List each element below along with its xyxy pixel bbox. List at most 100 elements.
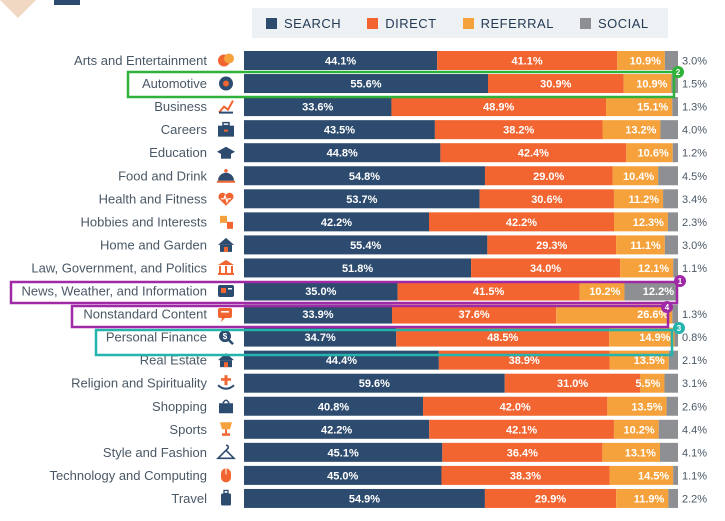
data-label-direct: 41.5% — [473, 286, 504, 298]
bar-segment-direct — [441, 465, 610, 485]
bar-segment-referral — [617, 51, 665, 70]
annotation-box-nonstandard — [70, 304, 670, 329]
data-label-referral: 13.5% — [631, 401, 662, 413]
bar-segment-social — [672, 304, 678, 324]
legend-swatch-social — [579, 17, 591, 29]
category-label: News, Weather, and Information — [22, 284, 207, 299]
bar-segment-search — [244, 51, 438, 70]
data-label-referral: 10.2% — [589, 286, 620, 298]
data-label-social-outside: 4.5% — [682, 171, 707, 183]
data-label-direct: 38.2% — [503, 125, 534, 137]
bar-segment-search — [244, 442, 443, 462]
bar-segment-referral — [609, 327, 675, 347]
bar-segment-referral — [607, 396, 667, 416]
bar-segment-referral — [602, 120, 661, 140]
data-label-referral: 11.2% — [628, 194, 659, 206]
bar-segment-search — [244, 143, 441, 163]
computer-mouse-icon — [221, 468, 231, 483]
bar-segment-referral — [616, 235, 665, 255]
bar-segment-social — [672, 143, 678, 163]
data-label-search: 45.0% — [327, 470, 358, 482]
bar-segment-referral — [613, 212, 668, 232]
bar-segment-direct — [429, 419, 614, 439]
bar-segment-social — [664, 51, 678, 70]
bar-segment-social — [673, 258, 678, 278]
bar-segment-direct — [471, 258, 621, 278]
data-label-search: 53.7% — [346, 194, 377, 206]
bar-segment-direct — [487, 74, 624, 94]
bar-segment-direct — [487, 235, 617, 255]
bar-segment-search — [244, 258, 472, 278]
data-label-social-outside: 1.1% — [682, 263, 707, 275]
annotation-box-personal-finance — [94, 328, 674, 357]
data-label-direct: 37.6% — [458, 309, 489, 321]
annotation-badge-number: 3 — [677, 324, 682, 333]
bar-segment-search — [244, 235, 488, 255]
bar-segment-search — [244, 373, 505, 393]
newspaper-icon — [218, 285, 234, 297]
bar-segment-social — [668, 488, 678, 508]
theater-masks-icon — [218, 53, 234, 67]
data-label-referral: 13.2% — [625, 125, 656, 137]
briefcase-icon — [218, 121, 234, 137]
data-label-search: 51.8% — [342, 263, 373, 275]
courthouse-icon — [218, 259, 234, 275]
category-label: Automotive — [142, 76, 207, 91]
data-label-referral: 11.1% — [630, 240, 661, 252]
bar-segment-search — [244, 189, 480, 209]
bar-segment-social — [666, 396, 678, 416]
data-label-direct: 31.0% — [557, 378, 588, 390]
bar-segment-referral — [613, 419, 659, 439]
bar-segment-social — [663, 189, 678, 209]
bar-segment-direct — [423, 396, 608, 416]
annotation-badge-news — [674, 275, 686, 287]
bar-segment-referral — [640, 373, 665, 393]
data-label-referral: 11.9% — [634, 493, 665, 505]
annotation-badge-personal-finance — [673, 322, 685, 334]
legend-item-direct: DIRECT — [367, 16, 436, 31]
data-label-referral: 10.9% — [630, 56, 661, 68]
data-label-search: 45.1% — [328, 447, 359, 459]
data-label-direct: 30.6% — [531, 194, 562, 206]
data-label-search: 33.6% — [302, 102, 333, 114]
category-label: Sports — [169, 422, 207, 437]
legend-label-direct: DIRECT — [385, 15, 437, 31]
data-label-direct: 29.3% — [536, 240, 567, 252]
data-label-social-outside: 1.2% — [682, 148, 707, 160]
bar-segment-social — [674, 327, 678, 347]
data-label-direct: 30.9% — [540, 79, 571, 91]
legend-label-social: SOCIAL — [597, 15, 649, 31]
annotation-badge-number: 4 — [665, 303, 670, 312]
bar-segment-direct — [484, 166, 613, 186]
annotation-box-news — [9, 280, 679, 305]
data-label-direct: 38.9% — [509, 355, 540, 367]
data-label-social-outside: 3.0% — [682, 56, 707, 68]
bar-segment-direct — [440, 143, 627, 163]
coin-magnifier-icon: $ — [219, 330, 234, 345]
category-label: Technology and Computing — [49, 468, 207, 483]
data-label-search: 33.9% — [302, 309, 333, 321]
data-label-search: 42.2% — [321, 424, 352, 436]
house-icon — [218, 237, 234, 252]
growth-chart-icon — [218, 100, 234, 114]
data-label-referral: 10.9% — [636, 79, 667, 91]
category-label: Style and Fashion — [103, 445, 207, 460]
bar-segment-referral — [556, 304, 673, 324]
bar-segment-social — [667, 212, 678, 232]
bar-segment-direct — [479, 189, 614, 209]
category-label: Religion and Spirituality — [71, 376, 207, 391]
steering-wheel-icon — [219, 76, 233, 91]
data-label-search: 54.9% — [349, 493, 380, 505]
data-label-social-outside: 4.4% — [682, 424, 707, 436]
data-label-social-outside: 3.0% — [682, 240, 707, 252]
bar-segment-search — [244, 74, 488, 94]
bar-segment-search — [244, 327, 397, 347]
legend-label-referral: REFERRAL — [480, 15, 554, 31]
data-label-search: 43.5% — [324, 125, 355, 137]
data-label-direct: 34.0% — [530, 263, 561, 275]
legend: SEARCH DIRECT REFERRAL SOCIAL — [252, 8, 668, 38]
heart-pulse-icon — [218, 192, 234, 206]
bar-segment-search — [244, 212, 429, 232]
puzzle-icon — [220, 215, 233, 229]
